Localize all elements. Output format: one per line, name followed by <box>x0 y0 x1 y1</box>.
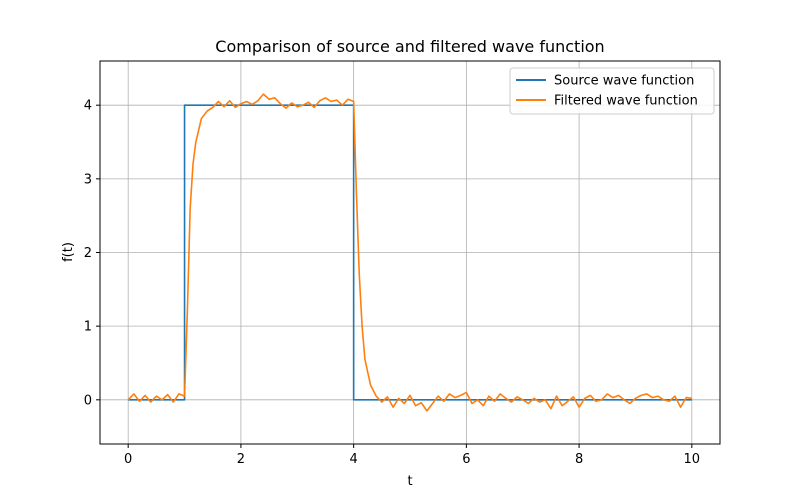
y-axis-ticks: 0 1 2 3 4 <box>84 99 100 408</box>
y-tick-label: 1 <box>84 320 92 335</box>
legend-label-source: Source wave function <box>554 74 694 89</box>
x-tick-label: 2 <box>237 452 245 467</box>
x-axis-ticks: 0 2 4 6 8 10 <box>124 444 700 467</box>
y-tick-label: 3 <box>84 172 92 187</box>
chart-title: Comparison of source and filtered wave f… <box>215 37 604 56</box>
grid-lines <box>100 61 720 444</box>
x-tick-label: 8 <box>575 452 583 467</box>
legend-label-filtered: Filtered wave function <box>554 94 698 109</box>
series-lines <box>127 93 692 412</box>
series-line-filtered <box>127 93 692 412</box>
legend-box <box>509 67 715 115</box>
x-tick-label: 0 <box>124 452 132 467</box>
x-tick-label: 6 <box>462 452 470 467</box>
x-tick-label: 4 <box>349 452 357 467</box>
x-tick-label: 10 <box>684 452 701 467</box>
y-axis-label: f(t) <box>61 242 76 262</box>
legend: Source wave function Filtered wave functi… <box>509 67 715 115</box>
y-tick-label: 2 <box>84 246 92 261</box>
x-axis-label: t <box>407 474 412 489</box>
y-tick-label: 4 <box>84 99 92 114</box>
y-tick-label: 0 <box>84 393 92 408</box>
